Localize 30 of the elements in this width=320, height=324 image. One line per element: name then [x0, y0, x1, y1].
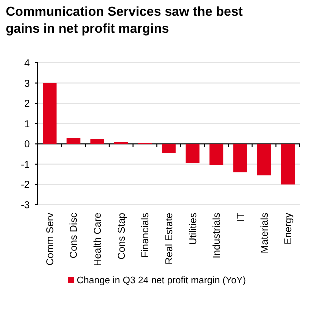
bar [43, 83, 57, 144]
x-tick-label: Materials [260, 213, 271, 254]
x-tick-label: IT [236, 213, 247, 222]
x-tick-label: Financials [140, 213, 152, 258]
x-tick-label: Cons Stap [116, 212, 128, 260]
bar [66, 138, 81, 144]
bar [257, 144, 272, 176]
x-tick-label: Energy [284, 213, 295, 245]
x-tick-label: Comm Serv [45, 213, 56, 266]
x-tick-label: Industrials [212, 213, 224, 259]
y-tick-label: 2 [24, 99, 30, 110]
bar [186, 144, 200, 164]
x-tick-label: Cons Disc [69, 213, 80, 259]
y-tick-label: -2 [21, 180, 30, 192]
bar [90, 139, 104, 144]
y-tick-label: 4 [24, 58, 30, 70]
y-tick-label: -3 [21, 200, 30, 212]
y-tick-label: -1 [21, 160, 30, 171]
bar [210, 144, 224, 166]
x-tick-label: Health Care [93, 212, 104, 266]
y-tick-label: 3 [24, 78, 30, 90]
y-tick-label: 1 [24, 119, 30, 130]
x-tick-label: Real Estate [164, 212, 176, 265]
bar [234, 144, 248, 173]
chart-title: Communication Services saw the best gains in net profit margins [6, 4, 244, 36]
x-tick-label: Utilities [188, 213, 200, 246]
bar [281, 144, 295, 185]
legend-label: Change in Q3 24 net profit margin (YoY) [77, 275, 246, 286]
bar [162, 144, 176, 154]
y-tick-label: 0 [24, 140, 30, 151]
